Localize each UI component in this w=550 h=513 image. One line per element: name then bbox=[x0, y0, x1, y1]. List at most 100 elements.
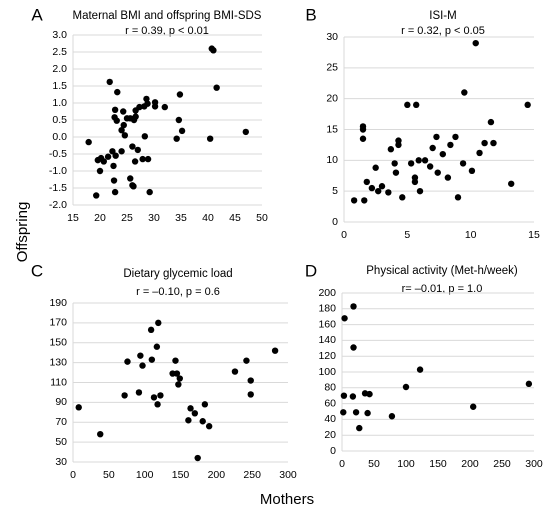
data-point bbox=[97, 430, 104, 438]
data-point bbox=[340, 409, 347, 416]
data-point bbox=[175, 116, 183, 124]
data-point bbox=[130, 116, 138, 124]
mothers-axis-label: Mothers bbox=[260, 491, 314, 508]
data-point bbox=[368, 184, 376, 192]
y-tick-label: 2.5 bbox=[52, 46, 67, 58]
data-point bbox=[100, 158, 107, 165]
data-point bbox=[137, 352, 144, 359]
data-point bbox=[129, 143, 136, 150]
y-tick-label: 190 bbox=[49, 297, 67, 309]
data-point bbox=[363, 178, 370, 186]
data-point bbox=[94, 156, 102, 164]
data-point bbox=[110, 177, 118, 184]
data-point bbox=[387, 146, 395, 153]
data-point bbox=[271, 347, 279, 354]
y-tick-label: 30 bbox=[326, 31, 338, 43]
data-point bbox=[461, 89, 468, 96]
y-tick-label: 2.0 bbox=[52, 63, 67, 75]
data-point bbox=[525, 380, 533, 388]
data-point bbox=[148, 356, 156, 363]
data-point bbox=[199, 418, 206, 425]
x-tick-label: 0 bbox=[70, 469, 76, 481]
y-tick-label: 1.0 bbox=[52, 97, 67, 109]
data-point bbox=[175, 381, 182, 388]
y-tick-label: 15 bbox=[326, 123, 338, 135]
data-point bbox=[111, 188, 119, 196]
data-point bbox=[93, 192, 100, 199]
y-tick-label: 50 bbox=[55, 436, 67, 448]
data-point bbox=[75, 404, 82, 411]
x-tick-label: 0 bbox=[341, 229, 347, 241]
data-point bbox=[121, 132, 129, 139]
data-point bbox=[378, 183, 386, 190]
correlation-stat: r = –0.10, p = 0.6 bbox=[136, 286, 220, 298]
data-point bbox=[242, 128, 249, 136]
data-point bbox=[247, 377, 254, 384]
data-point bbox=[402, 383, 410, 391]
x-tick-label: 0 bbox=[339, 458, 345, 470]
data-point bbox=[118, 127, 125, 134]
data-point bbox=[421, 157, 429, 164]
data-point bbox=[113, 117, 120, 124]
chart-title: Physical activity (Met-h/week) bbox=[366, 265, 518, 277]
data-point bbox=[231, 368, 239, 375]
data-point bbox=[176, 375, 183, 382]
y-tick-label: 120 bbox=[318, 350, 336, 362]
data-point bbox=[210, 47, 217, 54]
data-point bbox=[153, 343, 161, 350]
data-point bbox=[247, 391, 254, 398]
data-point bbox=[399, 194, 406, 201]
data-point bbox=[341, 315, 348, 322]
panel-letter: B bbox=[305, 5, 316, 24]
data-point bbox=[157, 392, 164, 399]
panel-b: B ISI-M r = 0.32, p < 0.05 0 5 10 15 20 25 30 0 5 10… bbox=[305, 5, 540, 240]
x-tick-label: 100 bbox=[397, 458, 415, 470]
data-point bbox=[109, 148, 116, 155]
data-point bbox=[481, 139, 488, 147]
y-tick-label: 0 bbox=[330, 445, 336, 457]
data-point bbox=[444, 174, 452, 181]
data-point bbox=[194, 454, 201, 462]
y-tick-label: 5 bbox=[332, 185, 338, 197]
data-point bbox=[120, 121, 127, 129]
panel-letter: D bbox=[305, 261, 317, 280]
data-point bbox=[391, 160, 398, 167]
data-point bbox=[130, 183, 137, 190]
data-point bbox=[161, 103, 168, 111]
data-point bbox=[508, 180, 515, 187]
data-point bbox=[112, 152, 119, 159]
x-tick-label: 150 bbox=[429, 458, 447, 470]
data-point bbox=[143, 95, 150, 103]
data-point bbox=[404, 101, 411, 109]
data-point bbox=[213, 84, 220, 91]
x-tick-label: 25 bbox=[121, 212, 133, 224]
chart-title: Maternal BMI and offspring BMI-SDS bbox=[73, 10, 262, 22]
panel-letter: C bbox=[31, 261, 43, 280]
data-point bbox=[136, 103, 143, 111]
data-point bbox=[364, 409, 371, 417]
x-tick-label: 15 bbox=[67, 212, 79, 224]
data-point bbox=[120, 108, 127, 115]
data-point bbox=[385, 189, 392, 196]
data-point bbox=[173, 370, 181, 377]
data-point bbox=[454, 194, 462, 201]
data-point bbox=[139, 155, 146, 163]
correlation-stat: r= –0.01, p = 1.0 bbox=[402, 283, 483, 295]
data-point bbox=[468, 167, 476, 175]
data-point bbox=[111, 106, 119, 114]
data-point bbox=[114, 88, 121, 96]
correlation-stat: r = 0.39, p < 0.01 bbox=[125, 25, 209, 37]
data-point bbox=[359, 123, 367, 130]
x-tick-label: 30 bbox=[148, 212, 160, 224]
data-point bbox=[487, 118, 495, 126]
data-point bbox=[104, 153, 112, 160]
data-point bbox=[201, 401, 209, 408]
data-point bbox=[131, 158, 139, 165]
data-point bbox=[121, 392, 128, 399]
x-tick-label: 250 bbox=[493, 458, 511, 470]
data-point bbox=[434, 169, 441, 176]
y-tick-label: 170 bbox=[49, 317, 67, 329]
data-point bbox=[372, 164, 379, 171]
data-point bbox=[388, 413, 396, 420]
